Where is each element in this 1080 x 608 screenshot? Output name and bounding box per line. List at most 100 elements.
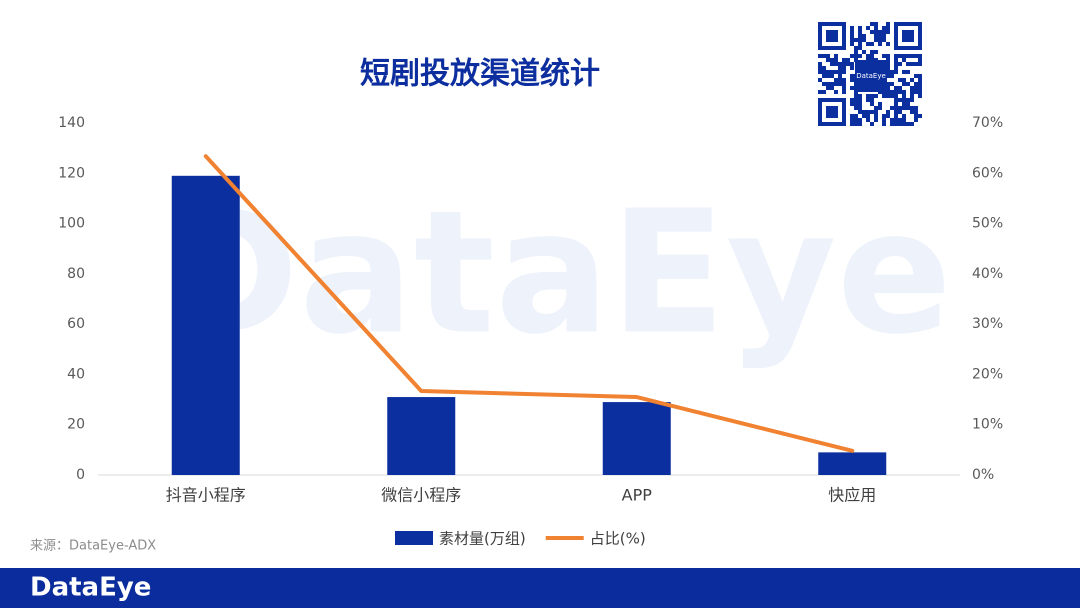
qr-cell <box>858 38 862 42</box>
y2-tick-label: 70% <box>972 115 1003 131</box>
qr-cell <box>850 62 854 66</box>
qr-cell <box>818 78 822 82</box>
qr-cell <box>882 118 886 122</box>
qr-cell <box>818 54 822 58</box>
qr-cell <box>890 74 894 78</box>
qr-cell <box>910 106 914 110</box>
legend-swatch <box>395 531 433 545</box>
qr-cell <box>822 74 826 78</box>
y-tick-label: 100 <box>58 216 85 232</box>
qr-cell <box>890 90 894 94</box>
qr-cell <box>894 58 898 62</box>
qr-cell <box>830 74 834 78</box>
qr-cell <box>918 86 922 90</box>
qr-cell <box>866 98 870 102</box>
qr-cell <box>894 98 898 102</box>
qr-cell <box>910 94 914 98</box>
qr-cell <box>906 98 910 102</box>
qr-cell <box>910 78 914 82</box>
bar <box>818 452 887 475</box>
qr-cell <box>854 38 858 42</box>
qr-cell <box>882 30 886 34</box>
qr-cell <box>870 122 874 126</box>
qr-cell <box>894 106 898 110</box>
qr-cell <box>906 82 910 86</box>
y-tick-label: 20 <box>67 417 85 433</box>
y2-tick-label: 30% <box>972 316 1003 332</box>
qr-cell <box>850 42 854 46</box>
qr-cell <box>854 46 858 50</box>
qr-cell <box>902 90 906 94</box>
qr-cell <box>842 86 846 90</box>
qr-cell <box>866 42 870 46</box>
qr-cell <box>898 90 902 94</box>
qr-cell <box>818 70 822 74</box>
qr-cell <box>870 102 874 106</box>
qr-cell <box>906 62 910 66</box>
qr-cell <box>850 98 854 102</box>
qr-cell <box>902 106 906 110</box>
qr-cell <box>910 110 914 114</box>
qr-cell <box>894 62 898 66</box>
qr-cell <box>890 106 894 110</box>
qr-cell <box>838 78 842 82</box>
qr-cell <box>850 86 854 90</box>
qr-cell <box>818 62 822 66</box>
qr-cell <box>854 50 858 54</box>
y-tick-label: 40 <box>67 366 85 382</box>
qr-cell <box>898 122 902 126</box>
qr-cell <box>910 86 914 90</box>
qr-cell <box>858 110 862 114</box>
qr-cell <box>902 58 906 62</box>
qr-cell <box>894 102 898 106</box>
qr-cell <box>886 62 890 66</box>
qr-cell <box>886 94 890 98</box>
qr-cell <box>866 54 870 58</box>
qr-cell <box>882 26 886 30</box>
qr-cell <box>914 86 918 90</box>
qr-cell <box>862 34 866 38</box>
qr-cell <box>830 82 834 86</box>
qr-cell <box>914 54 918 58</box>
footer-bar <box>0 568 1080 608</box>
x-tick-label: APP <box>622 486 653 505</box>
qr-cell <box>902 82 906 86</box>
qr-cell <box>854 118 858 122</box>
qr-cell <box>834 90 838 94</box>
y-tick-label: 60 <box>67 316 85 332</box>
qr-cell <box>914 118 918 122</box>
qr-cell <box>862 114 866 118</box>
qr-cell <box>890 94 894 98</box>
qr-cell <box>870 98 874 102</box>
qr-cell <box>902 78 906 82</box>
qr-cell <box>918 90 922 94</box>
qr-cell <box>822 70 826 74</box>
qr-cell <box>914 74 918 78</box>
qr-cell <box>850 30 854 34</box>
qr-cell <box>886 58 890 62</box>
qr-cell <box>878 102 882 106</box>
qr-cell <box>854 94 858 98</box>
qr-cell <box>898 106 902 110</box>
qr-cell <box>906 106 910 110</box>
qr-cell <box>902 54 906 58</box>
qr-cell <box>902 122 906 126</box>
qr-cell <box>854 106 858 110</box>
qr-cell <box>882 38 886 42</box>
qr-cell <box>902 114 906 118</box>
qr-cell <box>878 106 882 110</box>
qr-cell <box>838 82 842 86</box>
line <box>203 154 855 453</box>
qr-cell <box>846 62 850 66</box>
qr-cell <box>818 66 822 70</box>
qr-cell <box>886 90 890 94</box>
qr-cell <box>918 78 922 82</box>
qr-cell <box>902 118 906 122</box>
qr-cell <box>914 62 918 66</box>
qr-cell <box>870 42 874 46</box>
qr-cell <box>914 82 918 86</box>
qr-cell <box>850 38 854 42</box>
y2-tick-label: 40% <box>972 266 1003 282</box>
qr-cell <box>882 54 886 58</box>
